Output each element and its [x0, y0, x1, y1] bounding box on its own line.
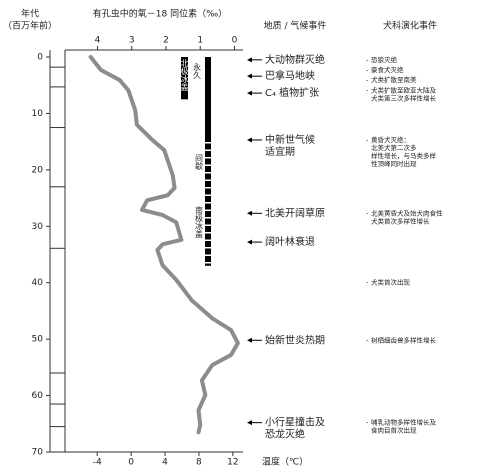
event-label: 阔叶林衰退 [265, 235, 315, 248]
age-tick-label: 30 [32, 222, 44, 232]
ice-phase-label: 永久 [193, 62, 202, 80]
y-tick-label: 0 [232, 36, 238, 46]
y-tick-label: 2 [163, 36, 169, 46]
age-title: （百万年前） [3, 20, 57, 32]
canid-bullet: - [366, 86, 369, 94]
y-title: 有孔虫中的氧－18 同位素（‰） [93, 8, 227, 20]
age-title: 年代 [21, 8, 39, 20]
canid-label: 犬类扩散至欧亚大陆及 [371, 85, 437, 94]
canid-label: 北美犬第二次多 [371, 143, 417, 152]
y2-tick-label: 4 [162, 458, 168, 468]
age-tick-label: 40 [32, 278, 44, 288]
event-label: 适宜期 [265, 145, 295, 158]
canid-bullet: - [366, 56, 369, 64]
canid-label: 犬类首次出现 [371, 278, 411, 287]
ice-sheet-bar [181, 57, 188, 100]
event-label: C₄ 植物扩张 [265, 86, 319, 99]
age-tick-label: 60 [32, 391, 44, 401]
event-label: 北美开阔草原 [265, 206, 325, 219]
event-arrowhead [247, 210, 252, 216]
canid-label: 北美黄昏犬及始犬肉食性 [371, 208, 443, 217]
age-tick-label: 20 [32, 165, 44, 175]
age-tick-label: 0 [37, 53, 43, 63]
canid-label: 食肉目首次出现 [371, 426, 417, 435]
canid-bullet: - [366, 66, 369, 74]
event-label: 巴拿马地峡 [265, 69, 315, 82]
y-tick-label: 4 [95, 36, 101, 46]
canid-label: 树栖细齿兽多样性增长 [371, 335, 437, 344]
canid-label: 豪食犬灭绝 [371, 65, 404, 74]
event-arrowhead [247, 90, 252, 96]
canid-label: 犬类扩散至南美 [371, 75, 417, 84]
isotope-curve [88, 55, 240, 435]
canid-label: 恐狼灭绝 [371, 55, 398, 64]
event-arrowhead [247, 73, 252, 79]
y-tick-label: 1 [197, 36, 203, 46]
canid-bullet: - [366, 419, 369, 427]
ice-sheet-name: 南极冰盖 [195, 205, 204, 238]
canid-bullet: - [366, 209, 369, 217]
ice-phase-label: 间歇 [195, 154, 204, 171]
ice-sheet-name: 北极冰盖 [180, 59, 189, 91]
y2-tick-label: -4 [93, 458, 102, 468]
y2-tick-label: 12 [227, 458, 238, 468]
canid-bullet: - [366, 279, 369, 287]
canid-label: 犬类第三次多样性增长 [371, 93, 437, 102]
event-label: 大动物群灭绝 [265, 53, 325, 66]
event-label: 始新世炎热期 [265, 333, 325, 346]
y-tick-label: 3 [129, 36, 135, 46]
canid-bullet: - [366, 76, 369, 84]
event-arrowhead [247, 420, 252, 426]
event-arrowhead [247, 137, 252, 143]
canid-label: 性顶峰同时出现 [371, 159, 417, 168]
age-tick-label: 50 [32, 335, 44, 345]
y2-title: 温度（℃） [262, 456, 308, 468]
event-arrowhead [247, 239, 252, 245]
canid-bullet: - [366, 336, 369, 344]
canid-bullet: - [366, 136, 369, 144]
canid-label: 样性增长，与马类多样 [371, 151, 437, 160]
event-label: 小行星撞击及 [265, 416, 325, 429]
y2-tick-label: 0 [128, 458, 134, 468]
canid-title: 犬科演化事件 [383, 20, 437, 32]
canid-label: 哺乳动物多样性增长及 [371, 418, 437, 427]
event-arrowhead [247, 337, 252, 343]
event-arrowhead [247, 57, 252, 63]
age-tick-label: 10 [32, 109, 44, 119]
age-tick-label: 70 [32, 448, 44, 458]
canid-label: 犬类首次多样性增长 [371, 216, 430, 225]
event-label: 中新世气候 [265, 133, 315, 146]
events-title: 地质 / 气候事件 [264, 20, 327, 32]
event-label: 恐龙灭绝 [265, 428, 305, 441]
y2-tick-label: 8 [196, 458, 202, 468]
canid-label: 黄昏犬灭绝： [371, 135, 410, 144]
